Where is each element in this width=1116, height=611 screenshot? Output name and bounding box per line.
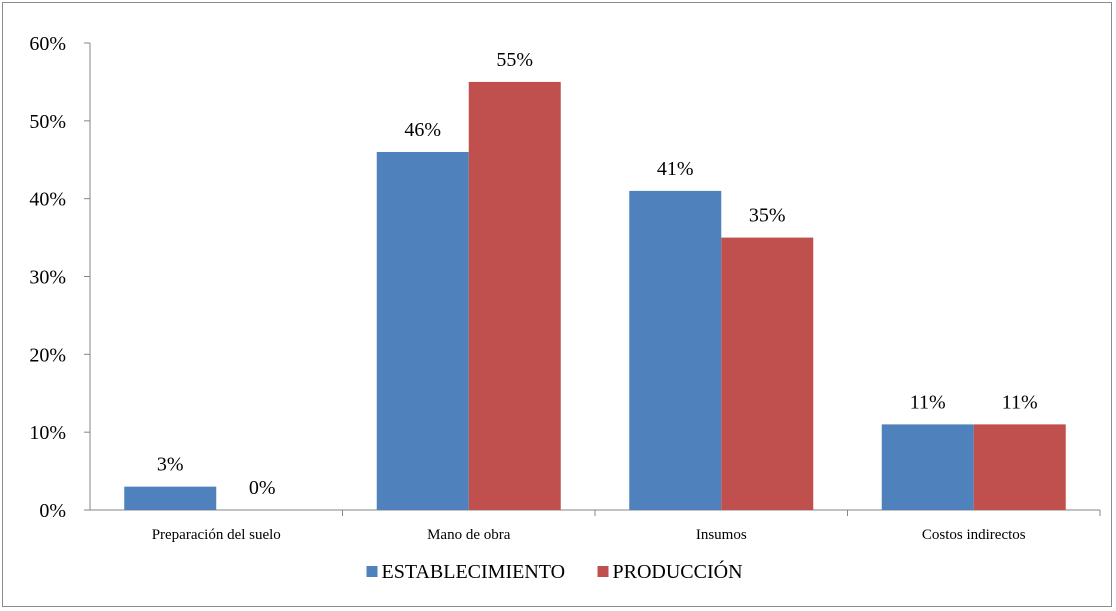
category-label: Insumos bbox=[696, 527, 747, 543]
category-label: Costos indirectos bbox=[922, 527, 1026, 543]
data-label: 11% bbox=[910, 391, 946, 413]
y-tick-label: 60% bbox=[29, 33, 66, 55]
category-label: Preparación del suelo bbox=[152, 527, 281, 543]
legend-swatch bbox=[597, 566, 609, 577]
y-tick-label: 40% bbox=[29, 189, 66, 211]
bar bbox=[124, 486, 217, 510]
bar bbox=[376, 151, 469, 510]
data-label: 46% bbox=[404, 119, 441, 141]
legend: ESTABLECIMIENTO PRODUCCIÓN bbox=[366, 559, 743, 583]
bar bbox=[629, 190, 722, 510]
bars bbox=[124, 81, 1066, 511]
y-tick-label: 10% bbox=[29, 422, 66, 444]
data-label: 35% bbox=[749, 205, 786, 227]
y-tick-label: 20% bbox=[29, 344, 66, 366]
legend-label: ESTABLECIMIENTO bbox=[382, 561, 566, 583]
legend-swatch bbox=[366, 566, 378, 577]
y-tick-label: 0% bbox=[39, 500, 66, 522]
data-label: 11% bbox=[1002, 391, 1038, 413]
data-label: 3% bbox=[157, 454, 184, 476]
data-label: 0% bbox=[249, 477, 276, 499]
data-label: 41% bbox=[657, 158, 694, 180]
y-tick-label: 30% bbox=[29, 267, 66, 289]
legend-label: PRODUCCIÓN bbox=[613, 559, 743, 583]
bar bbox=[881, 424, 974, 510]
data-labels: 3% 0% 46% 55% 41% 35% 11% 11% bbox=[157, 49, 1038, 499]
category-labels: Preparación del suelo Mano de obra Insumos… bbox=[152, 510, 1101, 543]
bar bbox=[468, 81, 561, 511]
y-axis-ticks: 0% 10% 20% 30% 40% 50% 60% bbox=[29, 33, 90, 522]
bar bbox=[721, 237, 814, 511]
category-label: Mano de obra bbox=[427, 527, 511, 543]
data-label: 55% bbox=[496, 49, 533, 71]
bar bbox=[973, 424, 1066, 510]
y-tick-label: 50% bbox=[29, 111, 66, 133]
